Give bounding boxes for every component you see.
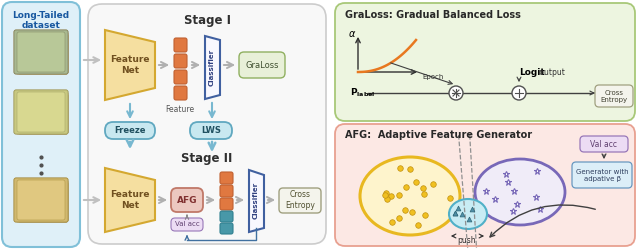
FancyBboxPatch shape bbox=[595, 85, 633, 107]
FancyBboxPatch shape bbox=[18, 182, 68, 222]
Text: GraLoss: Gradual Balanced Loss: GraLoss: Gradual Balanced Loss bbox=[345, 10, 521, 20]
FancyBboxPatch shape bbox=[220, 211, 233, 222]
Polygon shape bbox=[249, 170, 264, 232]
FancyBboxPatch shape bbox=[14, 178, 68, 222]
FancyBboxPatch shape bbox=[16, 32, 68, 74]
FancyBboxPatch shape bbox=[220, 198, 233, 210]
Text: AFG: AFG bbox=[177, 195, 197, 204]
FancyBboxPatch shape bbox=[239, 52, 285, 78]
Text: Cross
Entropy: Cross Entropy bbox=[600, 89, 628, 103]
FancyBboxPatch shape bbox=[14, 178, 68, 222]
Text: Val acc: Val acc bbox=[175, 221, 200, 227]
Ellipse shape bbox=[360, 157, 460, 235]
FancyBboxPatch shape bbox=[14, 90, 68, 134]
Text: Stage I: Stage I bbox=[184, 14, 230, 27]
Text: Feature
Net: Feature Net bbox=[110, 55, 150, 75]
Text: α: α bbox=[349, 29, 355, 39]
Text: Val acc: Val acc bbox=[591, 139, 618, 148]
FancyBboxPatch shape bbox=[14, 30, 68, 74]
FancyBboxPatch shape bbox=[220, 172, 233, 184]
FancyBboxPatch shape bbox=[14, 30, 68, 74]
FancyBboxPatch shape bbox=[174, 70, 187, 84]
FancyBboxPatch shape bbox=[220, 185, 233, 197]
FancyBboxPatch shape bbox=[17, 92, 65, 132]
FancyBboxPatch shape bbox=[88, 4, 326, 244]
FancyBboxPatch shape bbox=[174, 86, 187, 100]
Text: Generator with
adpative β: Generator with adpative β bbox=[576, 169, 628, 182]
Text: Freeze: Freeze bbox=[115, 125, 146, 134]
FancyBboxPatch shape bbox=[279, 188, 321, 213]
FancyBboxPatch shape bbox=[14, 90, 68, 134]
FancyBboxPatch shape bbox=[18, 34, 68, 74]
FancyBboxPatch shape bbox=[16, 180, 68, 222]
Text: Cross
Entropy: Cross Entropy bbox=[285, 190, 315, 210]
FancyBboxPatch shape bbox=[572, 162, 632, 188]
Circle shape bbox=[449, 86, 463, 100]
Text: LWS: LWS bbox=[201, 125, 221, 134]
Ellipse shape bbox=[475, 159, 565, 225]
Ellipse shape bbox=[449, 199, 487, 229]
Text: Epoch: Epoch bbox=[422, 74, 444, 80]
Text: Feature
Net: Feature Net bbox=[110, 190, 150, 210]
FancyBboxPatch shape bbox=[105, 122, 155, 139]
FancyBboxPatch shape bbox=[2, 2, 80, 247]
FancyBboxPatch shape bbox=[580, 136, 628, 152]
FancyBboxPatch shape bbox=[335, 3, 635, 121]
Text: Stage II: Stage II bbox=[181, 152, 233, 165]
Polygon shape bbox=[105, 30, 155, 100]
Circle shape bbox=[512, 86, 526, 100]
Text: Long-Tailed
dataset: Long-Tailed dataset bbox=[12, 11, 70, 30]
FancyBboxPatch shape bbox=[335, 124, 635, 246]
FancyBboxPatch shape bbox=[18, 94, 68, 134]
FancyBboxPatch shape bbox=[16, 92, 68, 134]
FancyBboxPatch shape bbox=[171, 188, 203, 212]
Text: Classifier: Classifier bbox=[209, 49, 215, 86]
Polygon shape bbox=[205, 36, 220, 99]
FancyBboxPatch shape bbox=[220, 223, 233, 234]
FancyBboxPatch shape bbox=[174, 38, 187, 52]
Polygon shape bbox=[105, 168, 155, 232]
FancyBboxPatch shape bbox=[174, 54, 187, 68]
Text: GraLoss: GraLoss bbox=[245, 61, 279, 69]
FancyBboxPatch shape bbox=[17, 180, 65, 220]
Text: AFG:  Adaptive Feature Generator: AFG: Adaptive Feature Generator bbox=[345, 130, 532, 140]
Text: $\mathbf{P}_\mathbf{label}$: $\mathbf{P}_\mathbf{label}$ bbox=[350, 87, 376, 99]
FancyBboxPatch shape bbox=[17, 32, 65, 72]
Text: Feature: Feature bbox=[165, 105, 195, 114]
Text: Classifier: Classifier bbox=[253, 182, 259, 219]
Text: output: output bbox=[537, 67, 565, 76]
FancyBboxPatch shape bbox=[171, 218, 203, 231]
Text: Logit: Logit bbox=[519, 67, 545, 76]
Text: push: push bbox=[458, 236, 476, 245]
FancyBboxPatch shape bbox=[190, 122, 232, 139]
